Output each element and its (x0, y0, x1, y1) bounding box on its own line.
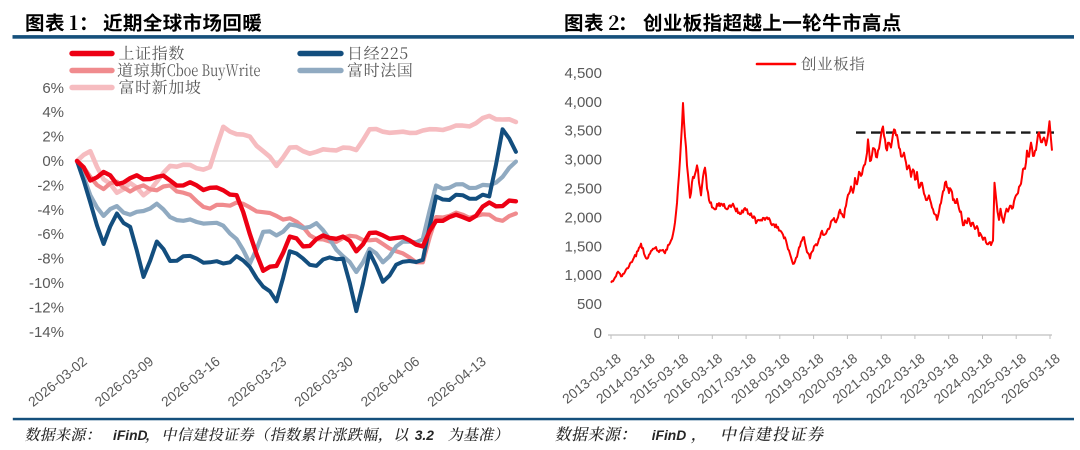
svg-text:4,000: 4,000 (564, 94, 602, 111)
svg-text:-8%: -8% (37, 251, 64, 268)
svg-text:2%: 2% (42, 129, 64, 146)
svg-text:4,500: 4,500 (564, 65, 602, 82)
svg-text:500: 500 (577, 296, 602, 313)
svg-text:3,000: 3,000 (564, 152, 602, 169)
svg-text:-6%: -6% (37, 226, 64, 243)
svg-text:2,000: 2,000 (564, 209, 602, 226)
svg-text:3.2: 3.2 (415, 428, 435, 443)
svg-text:iFinD: iFinD (652, 428, 687, 443)
svg-text:3,500: 3,500 (564, 123, 602, 140)
svg-text:1,500: 1,500 (564, 238, 602, 255)
svg-text:iFinD: iFinD (113, 428, 148, 443)
svg-text:2,500: 2,500 (564, 181, 602, 198)
svg-text:4%: 4% (42, 104, 64, 121)
svg-text:0%: 0% (42, 153, 64, 170)
svg-text:-14%: -14% (29, 324, 64, 341)
svg-text:6%: 6% (42, 80, 64, 97)
svg-text:1,000: 1,000 (564, 267, 602, 284)
svg-text:-2%: -2% (37, 177, 64, 194)
svg-text:-10%: -10% (29, 275, 64, 292)
svg-text:0: 0 (594, 325, 602, 342)
svg-text:-4%: -4% (37, 202, 64, 219)
svg-text:-12%: -12% (29, 299, 64, 316)
